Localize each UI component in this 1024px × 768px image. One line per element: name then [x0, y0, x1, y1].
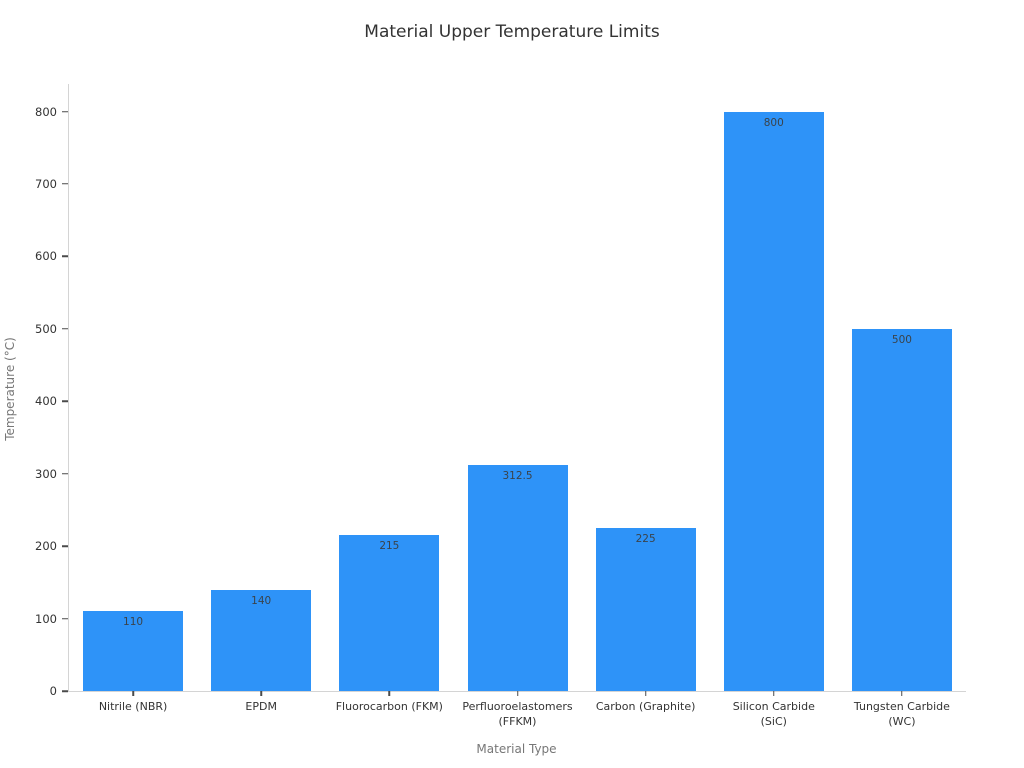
y-tick-label: 200: [35, 539, 57, 554]
y-tick-mark: [62, 545, 68, 547]
bar-value-label: 312.5: [502, 469, 533, 482]
chart-title: Material Upper Temperature Limits: [364, 22, 660, 42]
y-tick-mark: [62, 400, 68, 402]
x-tick-label: Perfluoroelastomers (FFKM): [462, 700, 573, 728]
bar-carbon-graphite: 225: [595, 528, 696, 691]
bar-value-label: 500: [891, 333, 912, 346]
y-tick-label: 100: [35, 611, 57, 626]
bar-value-label: 215: [379, 540, 400, 553]
x-tick-label: Nitrile (NBR): [98, 700, 168, 713]
y-tick-mark: [62, 472, 68, 475]
x-tick-mark: [644, 691, 647, 696]
bar-epdm: 140: [211, 589, 312, 691]
bar-value-label: 800: [763, 116, 784, 129]
x-tick-mark: [516, 691, 519, 696]
y-tick-mark: [62, 617, 68, 620]
y-tick-mark: [62, 328, 68, 330]
bar-nitrile-nbr: 110: [83, 611, 184, 691]
y-tick-mark: [62, 183, 68, 185]
x-tick-label: Fluorocarbon (FKM): [335, 700, 443, 713]
y-tick-label: 500: [35, 321, 57, 336]
x-tick-label: Carbon (Graphite): [595, 700, 696, 713]
y-tick-mark: [62, 110, 68, 113]
bar-silicon-carbide-sic: 800: [723, 111, 824, 691]
x-tick-mark: [773, 691, 775, 696]
bar-tungsten-carbide-wc: 500: [851, 328, 952, 691]
y-tick-label: 800: [35, 104, 57, 119]
x-axis-title: Material Type: [476, 742, 557, 756]
bar-value-label: 110: [123, 616, 144, 629]
x-tick-label: Tungsten Carbide (WC): [853, 700, 950, 728]
plot-area: 0 100 200 300 400 500 600 700 800 110 Nitrile (NBR…: [35, 84, 966, 728]
x-tick-mark: [901, 691, 903, 696]
bar-value-label: 140: [251, 594, 272, 607]
y-tick-label: 700: [35, 176, 57, 191]
x-tick-mark: [260, 691, 262, 696]
y-tick-label: 400: [35, 394, 57, 409]
y-tick-mark: [62, 255, 68, 258]
y-tick-label: 600: [35, 249, 57, 264]
x-tick-mark: [388, 691, 391, 696]
x-tick-label: Silicon Carbide (SiC): [732, 700, 815, 728]
y-tick-label: 0: [49, 684, 57, 698]
x-tick-label: EPDM: [245, 700, 277, 713]
y-axis-title: Temperature (°C): [3, 337, 17, 441]
bar-value-label: 225: [635, 533, 656, 546]
bar-perfluoroelastomers-ffkm: 312.5: [467, 464, 568, 691]
y-tick-mark: [62, 690, 68, 692]
x-tick-mark: [132, 691, 134, 696]
bar-fluorocarbon-fkm: 215: [339, 535, 440, 691]
y-tick-label: 300: [35, 466, 57, 481]
